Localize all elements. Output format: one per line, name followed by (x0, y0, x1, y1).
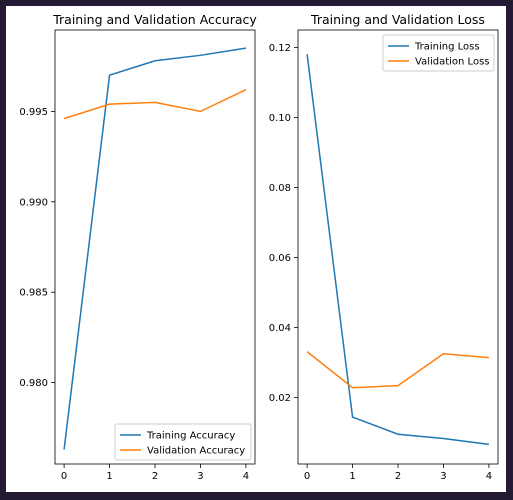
series-line-training-accuracy (63, 47, 247, 450)
accuracy-chart-legend: Training Accuracy Validation Accuracy (114, 423, 252, 461)
x-tick-label: 3 (197, 471, 203, 482)
series-line-training-loss (306, 54, 490, 446)
series-line-validation-accuracy (63, 88, 247, 120)
y-tick-label: 0.990 (19, 197, 48, 208)
loss-chart-legend: Training Loss Validation Loss (382, 34, 495, 72)
x-tick-label: 0 (61, 471, 67, 482)
legend-label-training-loss: Training Loss (414, 42, 480, 53)
loss-chart: Training and Validation Loss 0 1 2 3 4 0.02 0.… (269, 12, 499, 482)
x-tick-label: 4 (243, 471, 249, 482)
x-tick-label: 4 (486, 471, 492, 482)
accuracy-legend-box (114, 423, 252, 461)
y-tick-label: 0.08 (269, 183, 291, 194)
accuracy-chart-ticks: 0 1 2 3 4 0.980 0.985 0.990 0.995 (19, 107, 249, 482)
y-tick-label: 0.985 (19, 288, 48, 299)
loss-chart-ticks: 0 1 2 3 4 0.02 0.04 0.06 0.08 0.10 0.12 (269, 43, 492, 482)
y-tick-label: 0.995 (19, 107, 48, 118)
y-tick-label: 0.12 (269, 43, 291, 54)
series-line-validation-loss (306, 351, 489, 389)
y-tick-label: 0.02 (269, 393, 291, 404)
accuracy-chart-lines (63, 47, 247, 450)
loss-chart-title: Training and Validation Loss (310, 12, 485, 27)
y-tick-label: 0.04 (269, 323, 291, 334)
accuracy-chart: Training and Validation Accuracy 0 1 2 3 4 0.… (19, 12, 257, 482)
legend-label-validation-accuracy: Validation Accuracy (147, 446, 245, 457)
accuracy-chart-title: Training and Validation Accuracy (52, 12, 257, 27)
legend-label-validation-loss: Validation Loss (415, 57, 490, 68)
loss-chart-frame (297, 29, 499, 465)
y-tick-label: 0.10 (269, 113, 291, 124)
x-tick-label: 2 (152, 471, 158, 482)
x-tick-label: 3 (440, 471, 446, 482)
x-tick-label: 0 (304, 471, 310, 482)
y-tick-label: 0.980 (19, 378, 48, 389)
y-tick-label: 0.06 (269, 253, 291, 264)
x-tick-label: 1 (349, 471, 355, 482)
loss-chart-lines (306, 54, 490, 446)
x-tick-label: 2 (395, 471, 401, 482)
x-tick-label: 1 (106, 471, 112, 482)
figure: Training and Validation Accuracy 0 1 2 3 4 0.… (6, 6, 506, 492)
loss-legend-box (382, 34, 495, 72)
figure-canvas: Training and Validation Accuracy 0 1 2 3 4 0.… (19, 12, 499, 482)
legend-label-training-accuracy: Training Accuracy (146, 431, 235, 442)
accuracy-chart-frame (54, 29, 256, 465)
